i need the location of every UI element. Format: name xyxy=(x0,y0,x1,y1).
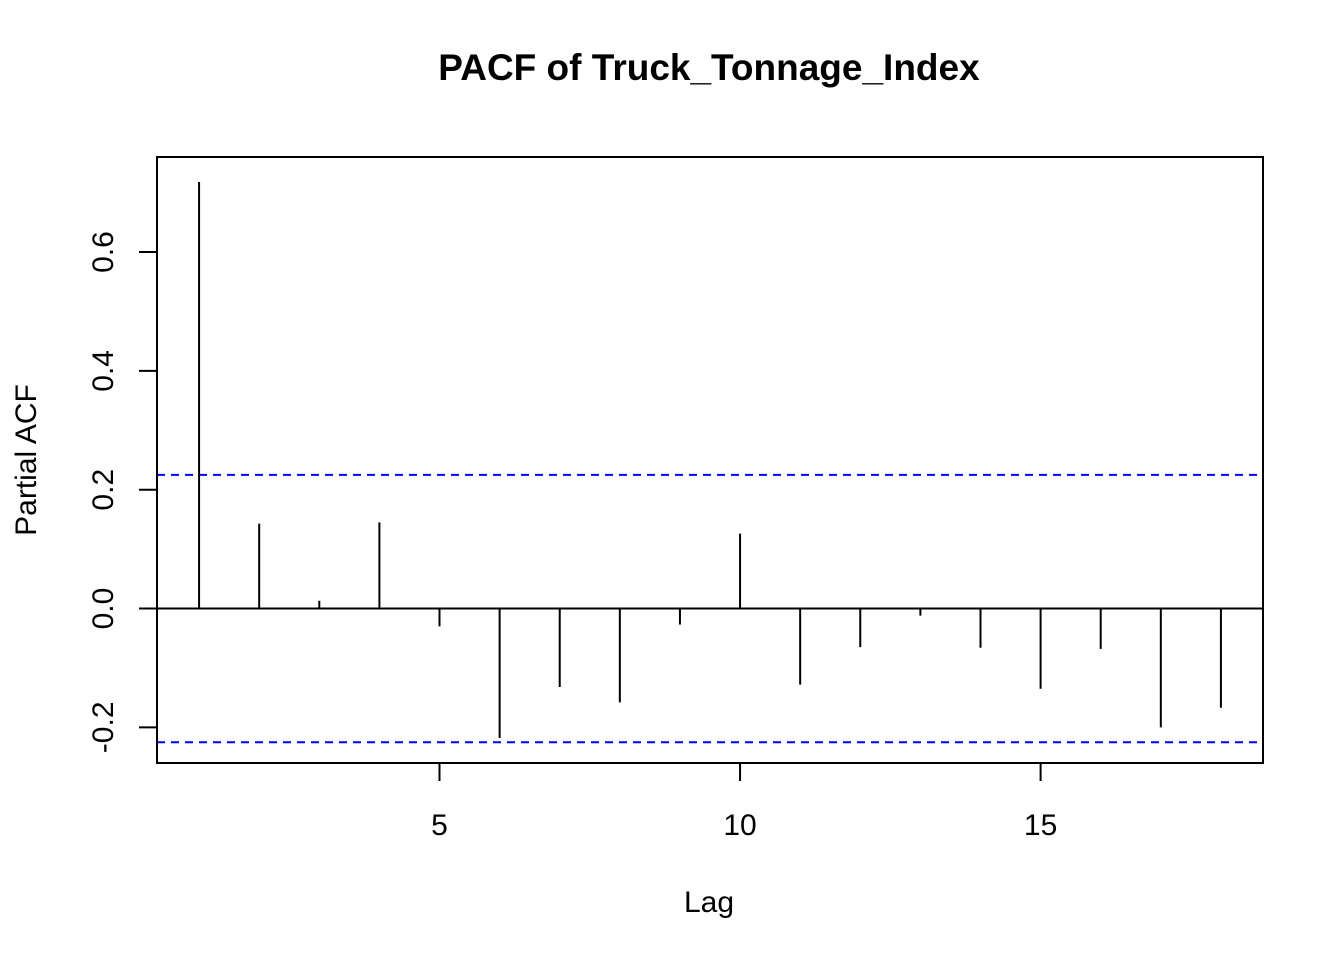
x-tick-label-15: 15 xyxy=(1024,809,1057,842)
y-tick-label-3: 0.4 xyxy=(87,350,120,392)
y-tick-label-0: -0.2 xyxy=(87,702,120,754)
x-axis-label: Lag xyxy=(684,886,734,919)
chart-title: PACF of Truck_Tonnage_Index xyxy=(438,47,980,88)
plot-frame xyxy=(156,156,1264,764)
plot-area xyxy=(157,181,1263,744)
y-tick-label-2: 0.2 xyxy=(87,469,120,511)
x-tick-label-10: 10 xyxy=(723,809,756,842)
x-tick-label-5: 5 xyxy=(431,809,448,842)
y-tick-label-1: 0.0 xyxy=(87,588,120,630)
y-axis-label: Partial ACF xyxy=(10,384,43,536)
axes: 5 10 15 -0.2 0.0 0.2 0.4 0.6 xyxy=(87,156,1264,842)
y-tick-label-4: 0.6 xyxy=(87,231,120,273)
